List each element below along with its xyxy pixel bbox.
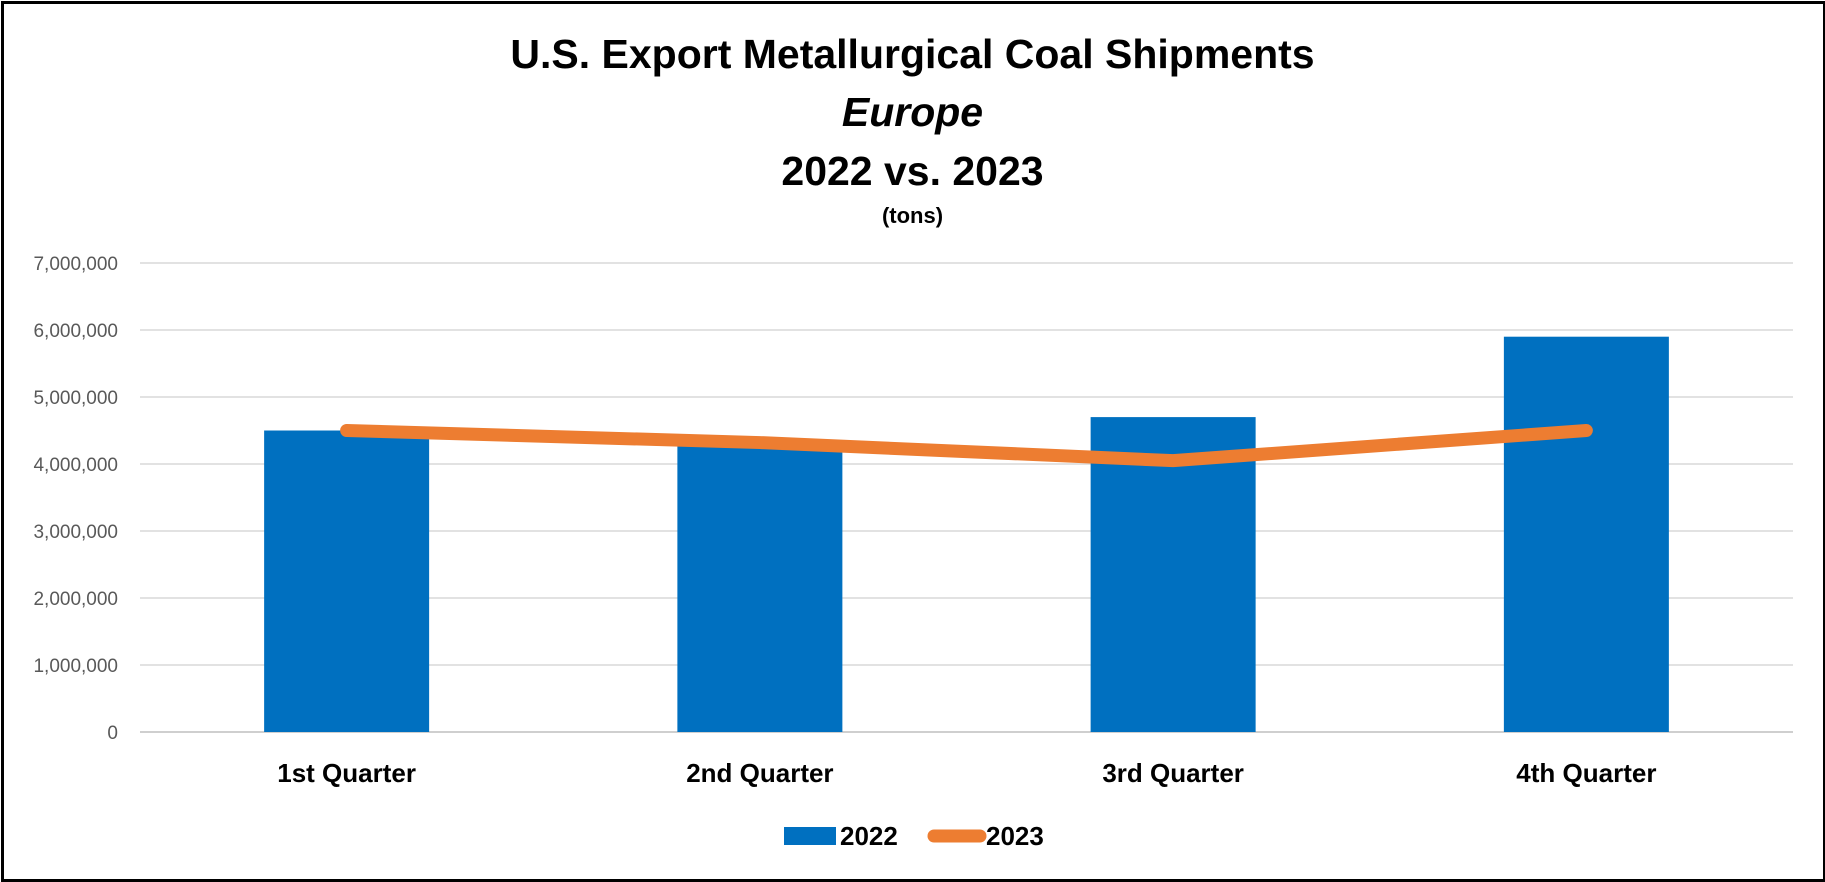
chart-title: U.S. Export Metallurgical Coal Shipments: [510, 31, 1315, 77]
y-tick-label: 5,000,000: [33, 388, 118, 409]
x-tick-label: 3rd Quarter: [1102, 758, 1244, 788]
y-tick-label: 3,000,000: [33, 522, 118, 543]
y-tick-label: 2,000,000: [33, 589, 118, 610]
y-tick-label: 1,000,000: [33, 656, 118, 677]
chart-subtitle: Europe: [841, 89, 984, 135]
x-tick-label: 4th Quarter: [1516, 758, 1656, 788]
x-tick-label: 2nd Quarter: [686, 758, 833, 788]
bar-2022-2: [677, 443, 843, 732]
legend-swatch-2022: [784, 827, 836, 845]
y-tick-label: 6,000,000: [33, 321, 118, 342]
x-tick-label: 1st Quarter: [277, 758, 416, 788]
line-series-2023: [340, 424, 1593, 468]
legend-label-2023: 2023: [986, 821, 1044, 851]
bar-2022-4: [1503, 336, 1669, 732]
chart-units-label: (tons): [881, 203, 944, 228]
bar-2022-1: [264, 430, 430, 732]
y-tick-label: 4,000,000: [33, 455, 118, 476]
bar-2022-3: [1090, 417, 1256, 732]
chart-title-years: 2022 vs. 2023: [781, 148, 1044, 194]
legend-label-2022: 2022: [840, 821, 898, 851]
y-tick-label: 7,000,000: [33, 254, 118, 275]
y-tick-label: 0: [107, 723, 118, 744]
